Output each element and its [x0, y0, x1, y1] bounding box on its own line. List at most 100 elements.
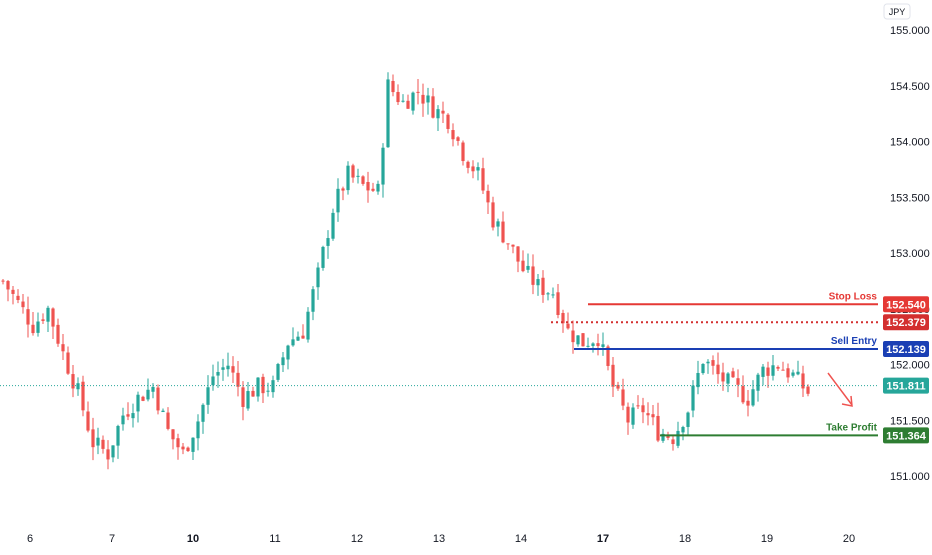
- candle-body: [431, 96, 435, 118]
- candle-body: [706, 361, 710, 364]
- candle-body: [471, 166, 475, 172]
- candle: [221, 358, 225, 381]
- candle-body: [441, 110, 445, 114]
- candle-body: [796, 371, 800, 375]
- candle: [21, 294, 25, 314]
- candle: [481, 157, 485, 194]
- candle: [766, 361, 770, 388]
- candle: [546, 292, 550, 301]
- candle-body: [391, 80, 395, 93]
- candle-body: [26, 309, 30, 325]
- candle-body: [86, 411, 90, 431]
- candle: [476, 162, 480, 181]
- candle: [521, 250, 525, 273]
- x-tick-label: 7: [109, 533, 115, 545]
- candle-body: [111, 445, 115, 458]
- price-axis[interactable]: JPY 151.000151.500152.000152.500153.0001…: [881, 0, 932, 550]
- candle-body: [531, 266, 535, 285]
- candle: [396, 84, 400, 105]
- candle-body: [336, 188, 340, 213]
- candle: [801, 365, 805, 398]
- candle-body: [401, 100, 405, 102]
- candle-body: [331, 212, 335, 239]
- x-tick-label: 6: [27, 533, 33, 545]
- candle-body: [231, 366, 235, 373]
- candle: [271, 375, 275, 398]
- candle: [761, 363, 765, 386]
- candle: [126, 402, 130, 421]
- candle: [581, 332, 585, 347]
- candle-body: [576, 335, 580, 345]
- candle: [346, 161, 350, 195]
- candle-body: [46, 307, 50, 322]
- candle-body: [766, 367, 770, 376]
- candle-body: [481, 168, 485, 191]
- candle-body: [591, 343, 595, 346]
- candle: [1, 279, 5, 285]
- x-tick-label: 19: [761, 533, 773, 545]
- y-tick-label: 151.500: [890, 415, 930, 427]
- y-tick-label: 153.000: [890, 248, 930, 260]
- candle-body: [771, 365, 775, 376]
- price-badge-label: 152.139: [886, 344, 926, 356]
- candle: [356, 168, 360, 184]
- candle: [756, 372, 760, 402]
- candle: [771, 355, 775, 381]
- candle-body: [666, 434, 670, 438]
- candle-body: [411, 92, 415, 111]
- price-axis-bg: [881, 0, 932, 550]
- candle-body: [321, 246, 325, 268]
- candle: [366, 171, 370, 203]
- candle-body: [476, 167, 480, 171]
- candle-body: [141, 396, 145, 401]
- candle: [516, 246, 520, 273]
- y-tick-label: 154.000: [890, 137, 930, 149]
- candle: [216, 361, 220, 388]
- candle-body: [201, 404, 205, 422]
- candle-body: [786, 368, 790, 378]
- candle: [496, 218, 500, 237]
- candle: [351, 163, 355, 183]
- candle-body: [691, 385, 695, 411]
- candle-body: [551, 294, 555, 296]
- candle: [701, 363, 705, 375]
- candle-body: [6, 281, 10, 290]
- candle-body: [761, 366, 765, 377]
- candle: [506, 243, 510, 250]
- candle: [401, 94, 405, 103]
- candle: [706, 359, 710, 374]
- candle: [486, 184, 490, 214]
- candle-body: [426, 95, 430, 103]
- price-badge: 152.379: [883, 314, 929, 331]
- candle: [136, 391, 140, 423]
- x-tick-label: 20: [843, 533, 855, 545]
- candle: [31, 312, 35, 336]
- candle: [6, 279, 10, 302]
- time-axis[interactable]: 6 7 10 11 12 13 14 17 18 19 20: [27, 533, 855, 545]
- candle: [806, 384, 810, 397]
- candle: [11, 286, 15, 305]
- candle-body: [146, 389, 150, 400]
- candle: [201, 403, 205, 434]
- price-badge-bg: [883, 427, 929, 444]
- candle: [626, 402, 630, 435]
- candle: [391, 74, 395, 97]
- price-badge: 152.540: [883, 296, 929, 313]
- candle: [301, 324, 305, 339]
- candle-body: [406, 100, 410, 109]
- x-tick-label: 14: [515, 533, 527, 545]
- price-badge-label: 152.379: [886, 317, 926, 329]
- candle: [621, 378, 625, 411]
- candle: [646, 402, 650, 426]
- candle-body: [301, 335, 305, 339]
- candles-layer: [1, 72, 810, 470]
- candle: [156, 384, 160, 415]
- candle-body: [651, 414, 655, 418]
- price-badge-label: 151.811: [886, 381, 925, 393]
- candle-body: [626, 406, 630, 423]
- candle: [776, 365, 780, 372]
- candle: [61, 334, 65, 361]
- candle-body: [381, 147, 385, 185]
- candle-body: [176, 438, 180, 448]
- y-tick-label: 153.500: [890, 192, 930, 204]
